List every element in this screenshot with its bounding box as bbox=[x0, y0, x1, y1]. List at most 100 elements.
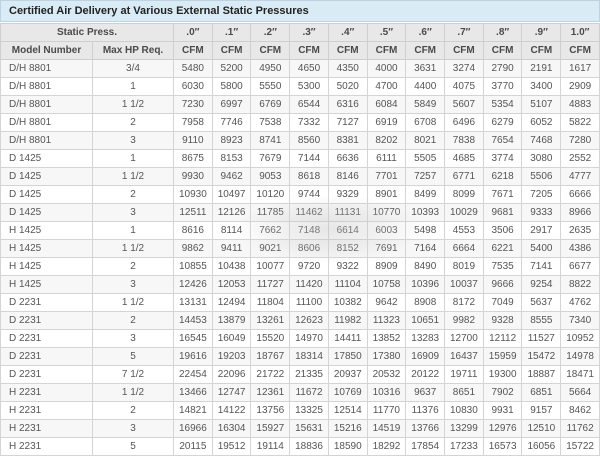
cfm-cell: 4386 bbox=[560, 239, 600, 258]
cfm-cell: 5400 bbox=[521, 239, 562, 258]
cfm-cell: 5354 bbox=[482, 95, 523, 114]
cfm-cell: 3274 bbox=[444, 59, 484, 78]
table-head: Static Press. .0″ .1″ .2″ .3″ .4″ .5″ .6″ .7″ .8″… bbox=[0, 23, 600, 60]
table-row: H 1425 1 8616 8114 7662 7148 6614 6003 5498 4553 3… bbox=[0, 221, 600, 240]
cfm-cell: 10855 bbox=[173, 257, 213, 276]
cfm-unit-header: CFM bbox=[250, 41, 291, 60]
cfm-cell: 19512 bbox=[211, 437, 252, 456]
cfm-cell: 4000 bbox=[366, 59, 407, 78]
cfm-cell: 15959 bbox=[482, 347, 523, 366]
cfm-cell: 12623 bbox=[289, 311, 329, 330]
model-cell: H 1425 bbox=[0, 239, 93, 258]
cfm-cell: 18887 bbox=[521, 365, 562, 384]
table-row: H 2231 2 14821 14122 13756 13325 12514 11770 113… bbox=[0, 401, 600, 420]
max-hp-cell: 1 1/2 bbox=[91, 293, 175, 312]
cfm-cell: 5550 bbox=[250, 77, 291, 96]
cfm-cell: 9411 bbox=[211, 239, 252, 258]
cfm-cell: 7671 bbox=[482, 185, 523, 204]
pressure-header: .0″ bbox=[173, 23, 213, 42]
cfm-cell: 7838 bbox=[444, 131, 484, 150]
cfm-cell: 10769 bbox=[327, 383, 368, 402]
cfm-cell: 8923 bbox=[211, 131, 252, 150]
cfm-cell: 11527 bbox=[521, 329, 562, 348]
table-row: H 2231 3 16966 16304 15927 15631 15216 14519 137… bbox=[0, 419, 600, 438]
cfm-cell: 22454 bbox=[173, 365, 213, 384]
model-cell: H 1425 bbox=[0, 221, 93, 240]
table-row: H 2231 5 20115 19512 19114 18836 18590 18292 178… bbox=[0, 437, 600, 456]
cfm-cell: 7746 bbox=[211, 113, 252, 132]
static-press-label: Static Press. bbox=[0, 23, 175, 42]
table-row: D 2231 1 1/2 13131 12494 11804 11100 10382 9642… bbox=[0, 293, 600, 312]
cfm-cell: 10438 bbox=[211, 257, 252, 276]
max-hp-cell: 2 bbox=[91, 401, 175, 420]
cfm-cell: 19114 bbox=[250, 437, 291, 456]
cfm-cell: 10770 bbox=[366, 203, 407, 222]
cfm-cell: 6052 bbox=[521, 113, 562, 132]
cfm-cell: 8618 bbox=[289, 167, 329, 186]
table-row: H 1425 3 12426 12053 11727 11420 11104 10758 103… bbox=[0, 275, 600, 294]
max-hp-cell: 7 1/2 bbox=[91, 365, 175, 384]
max-hp-cell: 3/4 bbox=[91, 59, 175, 78]
pressure-header: .8″ bbox=[482, 23, 523, 42]
cfm-cell: 7148 bbox=[289, 221, 329, 240]
cfm-cell: 9931 bbox=[482, 401, 523, 420]
cfm-cell: 4950 bbox=[250, 59, 291, 78]
cfm-cell: 4777 bbox=[560, 167, 600, 186]
cfm-cell: 10396 bbox=[405, 275, 446, 294]
cfm-cell: 7340 bbox=[560, 311, 600, 330]
model-cell: H 2231 bbox=[0, 419, 93, 438]
cfm-cell: 5849 bbox=[405, 95, 446, 114]
cfm-cell: 6997 bbox=[211, 95, 252, 114]
cfm-cell: 14411 bbox=[327, 329, 368, 348]
cfm-cell: 9110 bbox=[173, 131, 213, 150]
cfm-cell: 10382 bbox=[327, 293, 368, 312]
cfm-cell: 16966 bbox=[173, 419, 213, 438]
cfm-cell: 2552 bbox=[560, 149, 600, 168]
cfm-cell: 21335 bbox=[289, 365, 329, 384]
cfm-cell: 7230 bbox=[173, 95, 213, 114]
cfm-cell: 11376 bbox=[405, 401, 446, 420]
cfm-cell: 11804 bbox=[250, 293, 291, 312]
cfm-cell: 13261 bbox=[250, 311, 291, 330]
max-hp-cell: 2 bbox=[91, 185, 175, 204]
pressure-header: .5″ bbox=[366, 23, 407, 42]
cfm-cell: 6279 bbox=[482, 113, 523, 132]
cfm-cell: 18314 bbox=[289, 347, 329, 366]
cfm-cell: 7701 bbox=[366, 167, 407, 186]
cfm-cell: 8616 bbox=[173, 221, 213, 240]
cfm-cell: 6636 bbox=[327, 149, 368, 168]
cfm-cell: 16545 bbox=[173, 329, 213, 348]
max-hp-cell: 3 bbox=[91, 131, 175, 150]
cfm-cell: 15722 bbox=[560, 437, 600, 456]
max-hp-header: Max HP Req. bbox=[91, 41, 175, 60]
cfm-cell: 7280 bbox=[560, 131, 600, 150]
cfm-cell: 9333 bbox=[521, 203, 562, 222]
cfm-cell: 10651 bbox=[405, 311, 446, 330]
cfm-cell: 7332 bbox=[289, 113, 329, 132]
page-title: Certified Air Delivery at Various Extern… bbox=[0, 0, 600, 22]
cfm-unit-header: CFM bbox=[173, 41, 213, 60]
model-cell: D 1425 bbox=[0, 185, 93, 204]
table-row: D 2231 7 1/2 22454 22096 21722 21335 20937 2053… bbox=[0, 365, 600, 384]
cfm-cell: 6851 bbox=[521, 383, 562, 402]
cfm-cell: 16573 bbox=[482, 437, 523, 456]
cfm-cell: 9862 bbox=[173, 239, 213, 258]
cfm-cell: 6677 bbox=[560, 257, 600, 276]
table-row: D/H 8801 1 1/2 7230 6997 6769 6544 6316 6084 584… bbox=[0, 95, 600, 114]
cfm-cell: 2790 bbox=[482, 59, 523, 78]
model-cell: D/H 8801 bbox=[0, 113, 93, 132]
table-row: H 1425 1 1/2 9862 9411 9021 8606 8152 7691 7164 6… bbox=[0, 239, 600, 258]
cfm-cell: 15631 bbox=[289, 419, 329, 438]
cfm-cell: 14970 bbox=[289, 329, 329, 348]
cfm-cell: 6496 bbox=[444, 113, 484, 132]
cfm-cell: 14519 bbox=[366, 419, 407, 438]
cfm-cell: 11323 bbox=[366, 311, 407, 330]
cfm-cell: 6544 bbox=[289, 95, 329, 114]
cfm-cell: 5664 bbox=[560, 383, 600, 402]
cfm-cell: 3770 bbox=[482, 77, 523, 96]
cfm-cell: 3774 bbox=[482, 149, 523, 168]
cfm-cell: 9637 bbox=[405, 383, 446, 402]
table-row: D/H 8801 3 9110 8923 8741 8560 8381 8202 8021 783… bbox=[0, 131, 600, 150]
cfm-cell: 10830 bbox=[444, 401, 484, 420]
cfm-cell: 8099 bbox=[444, 185, 484, 204]
